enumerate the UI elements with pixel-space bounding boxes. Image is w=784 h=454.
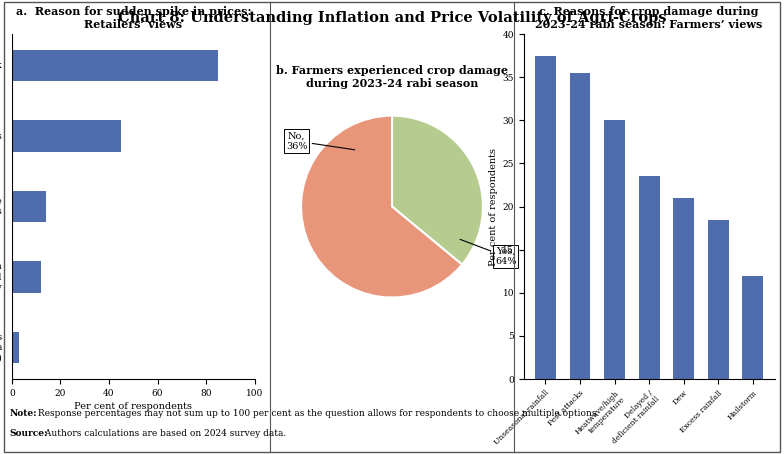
Bar: [708, 219, 728, 379]
Wedge shape: [301, 116, 462, 297]
Bar: [570, 73, 590, 379]
Text: No,
36%: No, 36%: [285, 131, 354, 151]
Bar: [12, 120, 121, 152]
Text: Authors calculations are based on 2024 survey data.: Authors calculations are based on 2024 s…: [42, 429, 287, 438]
Bar: [535, 55, 556, 379]
Title: b. Farmers experienced crop damage
during 2023-24 rabi season: b. Farmers experienced crop damage durin…: [276, 64, 508, 89]
Bar: [673, 198, 694, 379]
Text: Note:: Note:: [9, 409, 37, 418]
Bar: [12, 50, 218, 81]
Bar: [12, 332, 19, 363]
Text: Response percentages may not sum up to 100 per cent as the question allows for r: Response percentages may not sum up to 1…: [35, 409, 600, 418]
Bar: [604, 120, 625, 379]
Wedge shape: [392, 116, 483, 265]
Text: Chart 8: Understanding Inflation and Price Volatility of Agri-Crops: Chart 8: Understanding Inflation and Pri…: [118, 11, 666, 25]
Title: c. Reasons for crop damage during
2023-24 rabi season: Farmers’ views: c. Reasons for crop damage during 2023-2…: [535, 6, 763, 30]
Text: Source:: Source:: [9, 429, 48, 438]
Y-axis label: Per cent of respondents: Per cent of respondents: [489, 148, 498, 266]
Bar: [12, 261, 41, 293]
Bar: [12, 191, 45, 222]
Title: a.  Reason for sudden spike in prices:
Retailers’ views: a. Reason for sudden spike in prices: Re…: [16, 6, 251, 30]
Text: Yes,
64%: Yes, 64%: [460, 239, 517, 266]
Bar: [639, 176, 659, 379]
Bar: [742, 276, 763, 379]
X-axis label: Per cent of respondents: Per cent of respondents: [74, 402, 192, 411]
